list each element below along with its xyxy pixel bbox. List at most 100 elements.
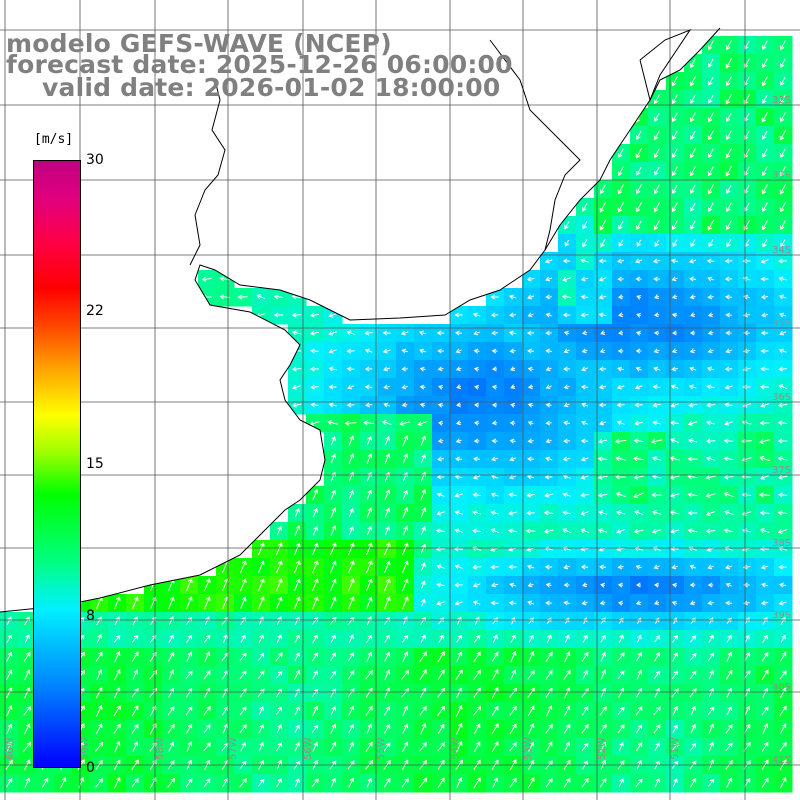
- wind-arrow: [384, 596, 391, 610]
- wind-arrow: [402, 489, 408, 500]
- wind-arrow: [435, 528, 446, 534]
- wind-arrow: [581, 582, 588, 588]
- wind-arrow: [653, 220, 660, 231]
- lon-label: 58W: [155, 737, 166, 760]
- wind-arrow: [777, 402, 788, 408]
- wind-arrow: [635, 276, 642, 282]
- wind-arrow: [348, 525, 354, 536]
- wind-arrow: [455, 456, 463, 462]
- wind-arrow: [760, 348, 769, 354]
- wind-arrow: [671, 312, 678, 318]
- wind-arrow: [526, 474, 535, 480]
- wind-arrow: [330, 507, 337, 518]
- wind-arrow: [618, 220, 624, 230]
- wind-arrow: [454, 582, 463, 588]
- wind-arrow: [760, 330, 769, 336]
- wind-arrow: [759, 420, 770, 426]
- wind-arrow: [687, 438, 698, 444]
- wind-arrow: [312, 542, 319, 555]
- wind-arrow: [276, 542, 283, 556]
- wind-arrow: [294, 578, 301, 591]
- wind-arrow: [436, 582, 445, 588]
- wind-arrow: [563, 600, 570, 606]
- wind-arrow: [402, 453, 409, 464]
- wind-arrow: [688, 384, 697, 390]
- wind-arrow: [707, 184, 714, 195]
- wind-arrow: [689, 294, 696, 300]
- wind-arrow: [707, 312, 714, 318]
- wind-arrow: [240, 596, 247, 609]
- wind-arrow: [258, 578, 265, 592]
- wind-arrow: [580, 456, 589, 462]
- wind-arrow: [635, 366, 642, 372]
- wind-arrow: [384, 525, 390, 536]
- wind-arrow: [633, 492, 645, 499]
- wind-arrow: [617, 582, 624, 588]
- wind-arrow: [419, 348, 427, 354]
- wind-arrow: [454, 510, 463, 516]
- wind-arrow: [526, 510, 535, 516]
- wind-arrow: [310, 366, 320, 372]
- wind-arrow: [472, 312, 481, 318]
- wind-arrow: [705, 438, 716, 444]
- wind-arrow: [725, 165, 733, 177]
- wind-arrow: [779, 202, 786, 213]
- wind-arrow: [346, 366, 355, 372]
- wind-arrow: [652, 420, 661, 426]
- wind-arrow: [653, 130, 660, 141]
- wind-arrow: [582, 221, 588, 230]
- wind-arrow: [636, 295, 642, 300]
- wind-arrow: [348, 560, 355, 574]
- wind-arrow: [474, 384, 480, 390]
- lat-label: 37S: [772, 465, 791, 476]
- wind-arrow: [687, 456, 698, 462]
- wind-arrow: [258, 596, 265, 610]
- wind-arrow: [420, 507, 427, 519]
- wind-arrow: [762, 40, 768, 50]
- wind-arrow: [598, 258, 607, 264]
- wind-arrow: [707, 40, 714, 51]
- wind-arrow: [509, 474, 517, 480]
- lat-label: 33S: [772, 170, 791, 181]
- wind-arrow: [561, 294, 572, 300]
- wind-arrow: [473, 456, 481, 462]
- wind-arrow: [653, 184, 660, 195]
- wind-arrow: [401, 384, 408, 390]
- wind-arrow: [690, 239, 696, 248]
- wind-arrow: [690, 94, 696, 104]
- wind-arrow: [201, 276, 212, 282]
- wind-arrow: [581, 420, 589, 426]
- valid-date: valid date: 2026-01-02 18:00:00: [42, 73, 501, 102]
- wind-arrow: [545, 600, 552, 606]
- wind-arrow: [509, 438, 516, 444]
- wind-arrow: [689, 166, 696, 177]
- wind-arrow: [420, 489, 427, 501]
- wind-arrow: [687, 421, 698, 426]
- wind-arrow: [402, 578, 409, 591]
- wind-arrows: [5, 40, 788, 789]
- wind-arrow: [472, 600, 481, 606]
- wind-arrow: [707, 112, 714, 123]
- wind-arrow: [689, 148, 696, 159]
- wind-arrow: [653, 276, 660, 282]
- wind-arrow: [708, 94, 714, 104]
- wind-arrow: [509, 312, 517, 318]
- wind-arrow: [616, 384, 625, 390]
- wind-arrow: [381, 420, 392, 425]
- wind-arrow: [527, 564, 535, 570]
- wind-arrow: [777, 529, 788, 534]
- lat-label: 41S: [772, 755, 791, 766]
- wind-arrow: [417, 420, 428, 426]
- wind-arrow: [615, 456, 626, 462]
- wind-arrow: [580, 384, 589, 390]
- wind-arrow: [544, 492, 553, 498]
- lat-label: 36S: [772, 392, 791, 403]
- wind-arrow: [384, 489, 391, 501]
- wind-arrow: [312, 489, 319, 501]
- wind-arrow: [689, 582, 696, 588]
- wind-arrow: [276, 560, 283, 574]
- wind-arrow: [472, 528, 482, 534]
- wind-arrow: [671, 564, 678, 570]
- wind-arrow: [291, 330, 302, 336]
- wind-arrow: [490, 528, 499, 533]
